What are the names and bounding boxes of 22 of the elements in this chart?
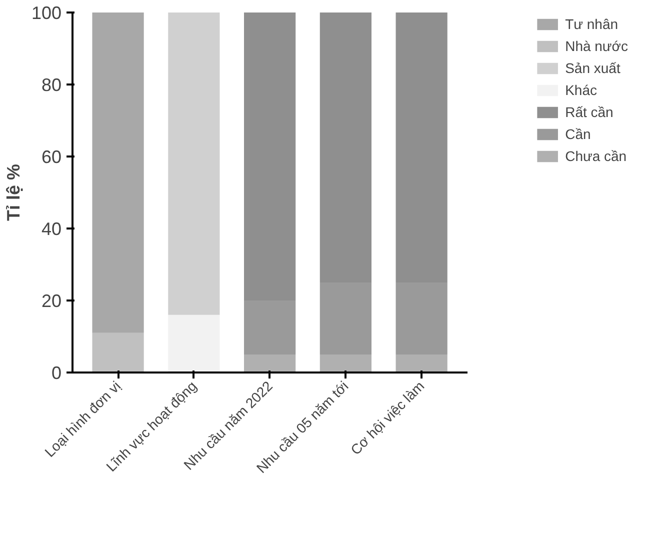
- bar: [396, 354, 448, 372]
- legend-label: Khác: [565, 82, 597, 98]
- bar: [92, 332, 144, 372]
- y-tick-label: 0: [51, 363, 62, 383]
- bar: [168, 12, 220, 315]
- legend-label: Nhà nước: [565, 38, 628, 54]
- legend-label: Tư nhân: [565, 16, 618, 32]
- legend-label: Rất cần: [565, 104, 614, 120]
- legend-label: Cần: [565, 126, 591, 142]
- bar: [244, 354, 296, 372]
- bar: [320, 354, 372, 372]
- y-tick-label: 100: [31, 3, 62, 23]
- y-tick-label: 80: [41, 75, 62, 95]
- bar: [92, 12, 144, 333]
- legend-label: Chưa cần: [565, 148, 627, 164]
- legend-label: Sản xuất: [565, 60, 620, 76]
- y-axis-title: Tỉ lệ %: [3, 164, 24, 222]
- y-tick-label: 40: [41, 219, 62, 239]
- y-tick-label: 60: [41, 147, 62, 167]
- bar: [168, 314, 220, 372]
- x-tick-label: Cơ hội việc làm: [347, 378, 428, 458]
- y-tick-label: 20: [41, 291, 62, 311]
